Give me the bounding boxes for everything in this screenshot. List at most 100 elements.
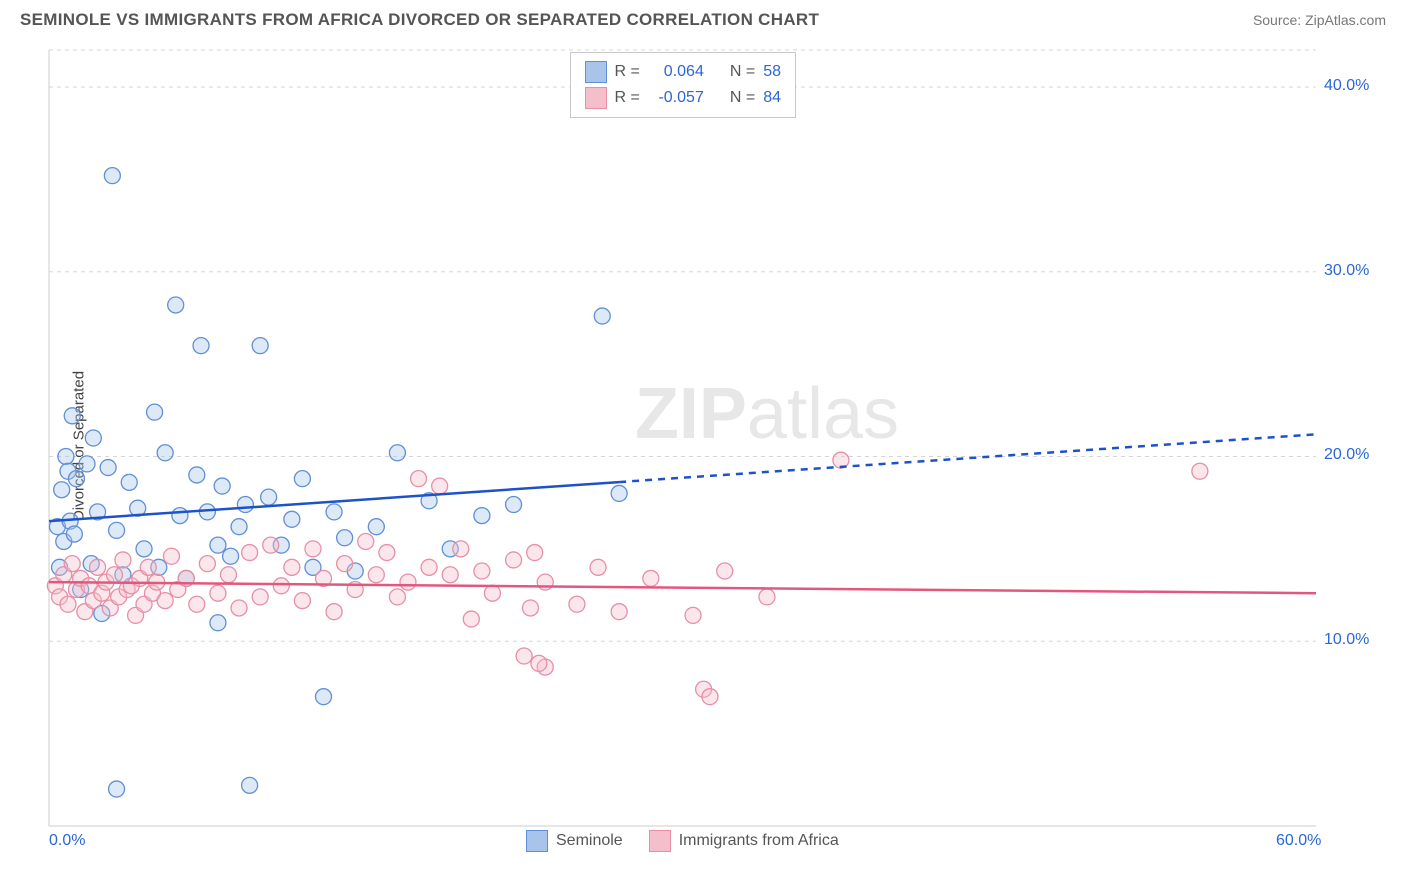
data-point — [79, 456, 95, 472]
data-point — [611, 604, 627, 620]
data-point — [569, 596, 585, 612]
data-point — [168, 297, 184, 313]
data-point — [337, 556, 353, 572]
stats-legend: R = 0.064 N = 58 R = -0.057 N = 84 — [570, 52, 796, 118]
data-point — [157, 593, 173, 609]
legend-swatch — [585, 61, 607, 83]
data-point — [273, 578, 289, 594]
data-point — [611, 485, 627, 501]
source-attribution: Source: ZipAtlas.com — [1253, 12, 1386, 28]
data-point — [400, 574, 416, 590]
legend-item: Immigrants from Africa — [649, 830, 839, 852]
data-point — [68, 471, 84, 487]
stats-legend-row: R = 0.064 N = 58 — [585, 59, 781, 85]
source-prefix: Source: — [1253, 12, 1305, 28]
data-point — [305, 541, 321, 557]
r-label: R = — [615, 59, 640, 85]
data-point — [136, 541, 152, 557]
x-tick-label: 0.0% — [49, 832, 85, 850]
chart-area: ZIPatlas — [45, 46, 1386, 862]
data-point — [316, 689, 332, 705]
y-tick-label: 10.0% — [1324, 631, 1369, 649]
data-point — [643, 570, 659, 586]
data-point — [516, 648, 532, 664]
data-point — [337, 530, 353, 546]
n-label: N = — [730, 85, 755, 111]
series-legend: Seminole Immigrants from Africa — [526, 830, 839, 852]
data-point — [214, 478, 230, 494]
data-point — [242, 777, 258, 793]
data-point — [484, 585, 500, 601]
data-point — [58, 448, 74, 464]
data-point — [294, 593, 310, 609]
legend-item: Seminole — [526, 830, 623, 852]
data-point — [759, 589, 775, 605]
data-point — [506, 497, 522, 513]
data-point — [210, 615, 226, 631]
y-tick-label: 20.0% — [1324, 446, 1369, 464]
data-point — [106, 567, 122, 583]
data-point — [379, 545, 395, 561]
data-point — [64, 408, 80, 424]
data-point — [147, 404, 163, 420]
data-point — [685, 607, 701, 623]
data-point — [506, 552, 522, 568]
data-point — [199, 556, 215, 572]
data-point — [210, 585, 226, 601]
r-value: 0.064 — [648, 59, 704, 85]
data-point — [590, 559, 606, 575]
data-point — [220, 567, 236, 583]
data-point — [100, 460, 116, 476]
data-point — [109, 781, 125, 797]
legend-swatch — [585, 87, 607, 109]
data-point — [358, 533, 374, 549]
data-point — [193, 338, 209, 354]
data-point — [284, 559, 300, 575]
header: SEMINOLE VS IMMIGRANTS FROM AFRICA DIVOR… — [0, 0, 1406, 36]
data-point — [64, 556, 80, 572]
n-value: 58 — [763, 59, 781, 85]
data-point — [231, 519, 247, 535]
data-point — [389, 445, 405, 461]
source-name: ZipAtlas.com — [1305, 12, 1386, 28]
data-point — [60, 596, 76, 612]
data-point — [263, 537, 279, 553]
data-point — [522, 600, 538, 616]
data-point — [252, 589, 268, 605]
scatter-plot: ZIPatlas — [45, 46, 1386, 862]
stats-legend-row: R = -0.057 N = 84 — [585, 85, 781, 111]
data-point — [189, 596, 205, 612]
n-label: N = — [730, 59, 755, 85]
data-point — [231, 600, 247, 616]
data-point — [189, 467, 205, 483]
data-point — [210, 537, 226, 553]
data-point — [368, 567, 384, 583]
data-point — [368, 519, 384, 535]
r-value: -0.057 — [648, 85, 704, 111]
data-point — [140, 559, 156, 575]
data-point — [474, 508, 490, 524]
data-point — [474, 563, 490, 579]
data-point — [109, 522, 125, 538]
data-point — [326, 604, 342, 620]
data-point — [421, 559, 437, 575]
legend-label: Immigrants from Africa — [679, 832, 839, 850]
data-point — [242, 545, 258, 561]
data-point — [237, 497, 253, 513]
legend-label: Seminole — [556, 832, 623, 850]
data-point — [85, 430, 101, 446]
data-point — [463, 611, 479, 627]
r-label: R = — [615, 85, 640, 111]
chart-title: SEMINOLE VS IMMIGRANTS FROM AFRICA DIVOR… — [20, 10, 819, 30]
n-value: 84 — [763, 85, 781, 111]
data-point — [223, 548, 239, 564]
data-point — [594, 308, 610, 324]
data-point — [294, 471, 310, 487]
data-point — [453, 541, 469, 557]
data-point — [702, 689, 718, 705]
data-point — [284, 511, 300, 527]
data-point — [531, 655, 547, 671]
data-point — [442, 567, 458, 583]
data-point — [717, 563, 733, 579]
data-point — [261, 489, 277, 505]
